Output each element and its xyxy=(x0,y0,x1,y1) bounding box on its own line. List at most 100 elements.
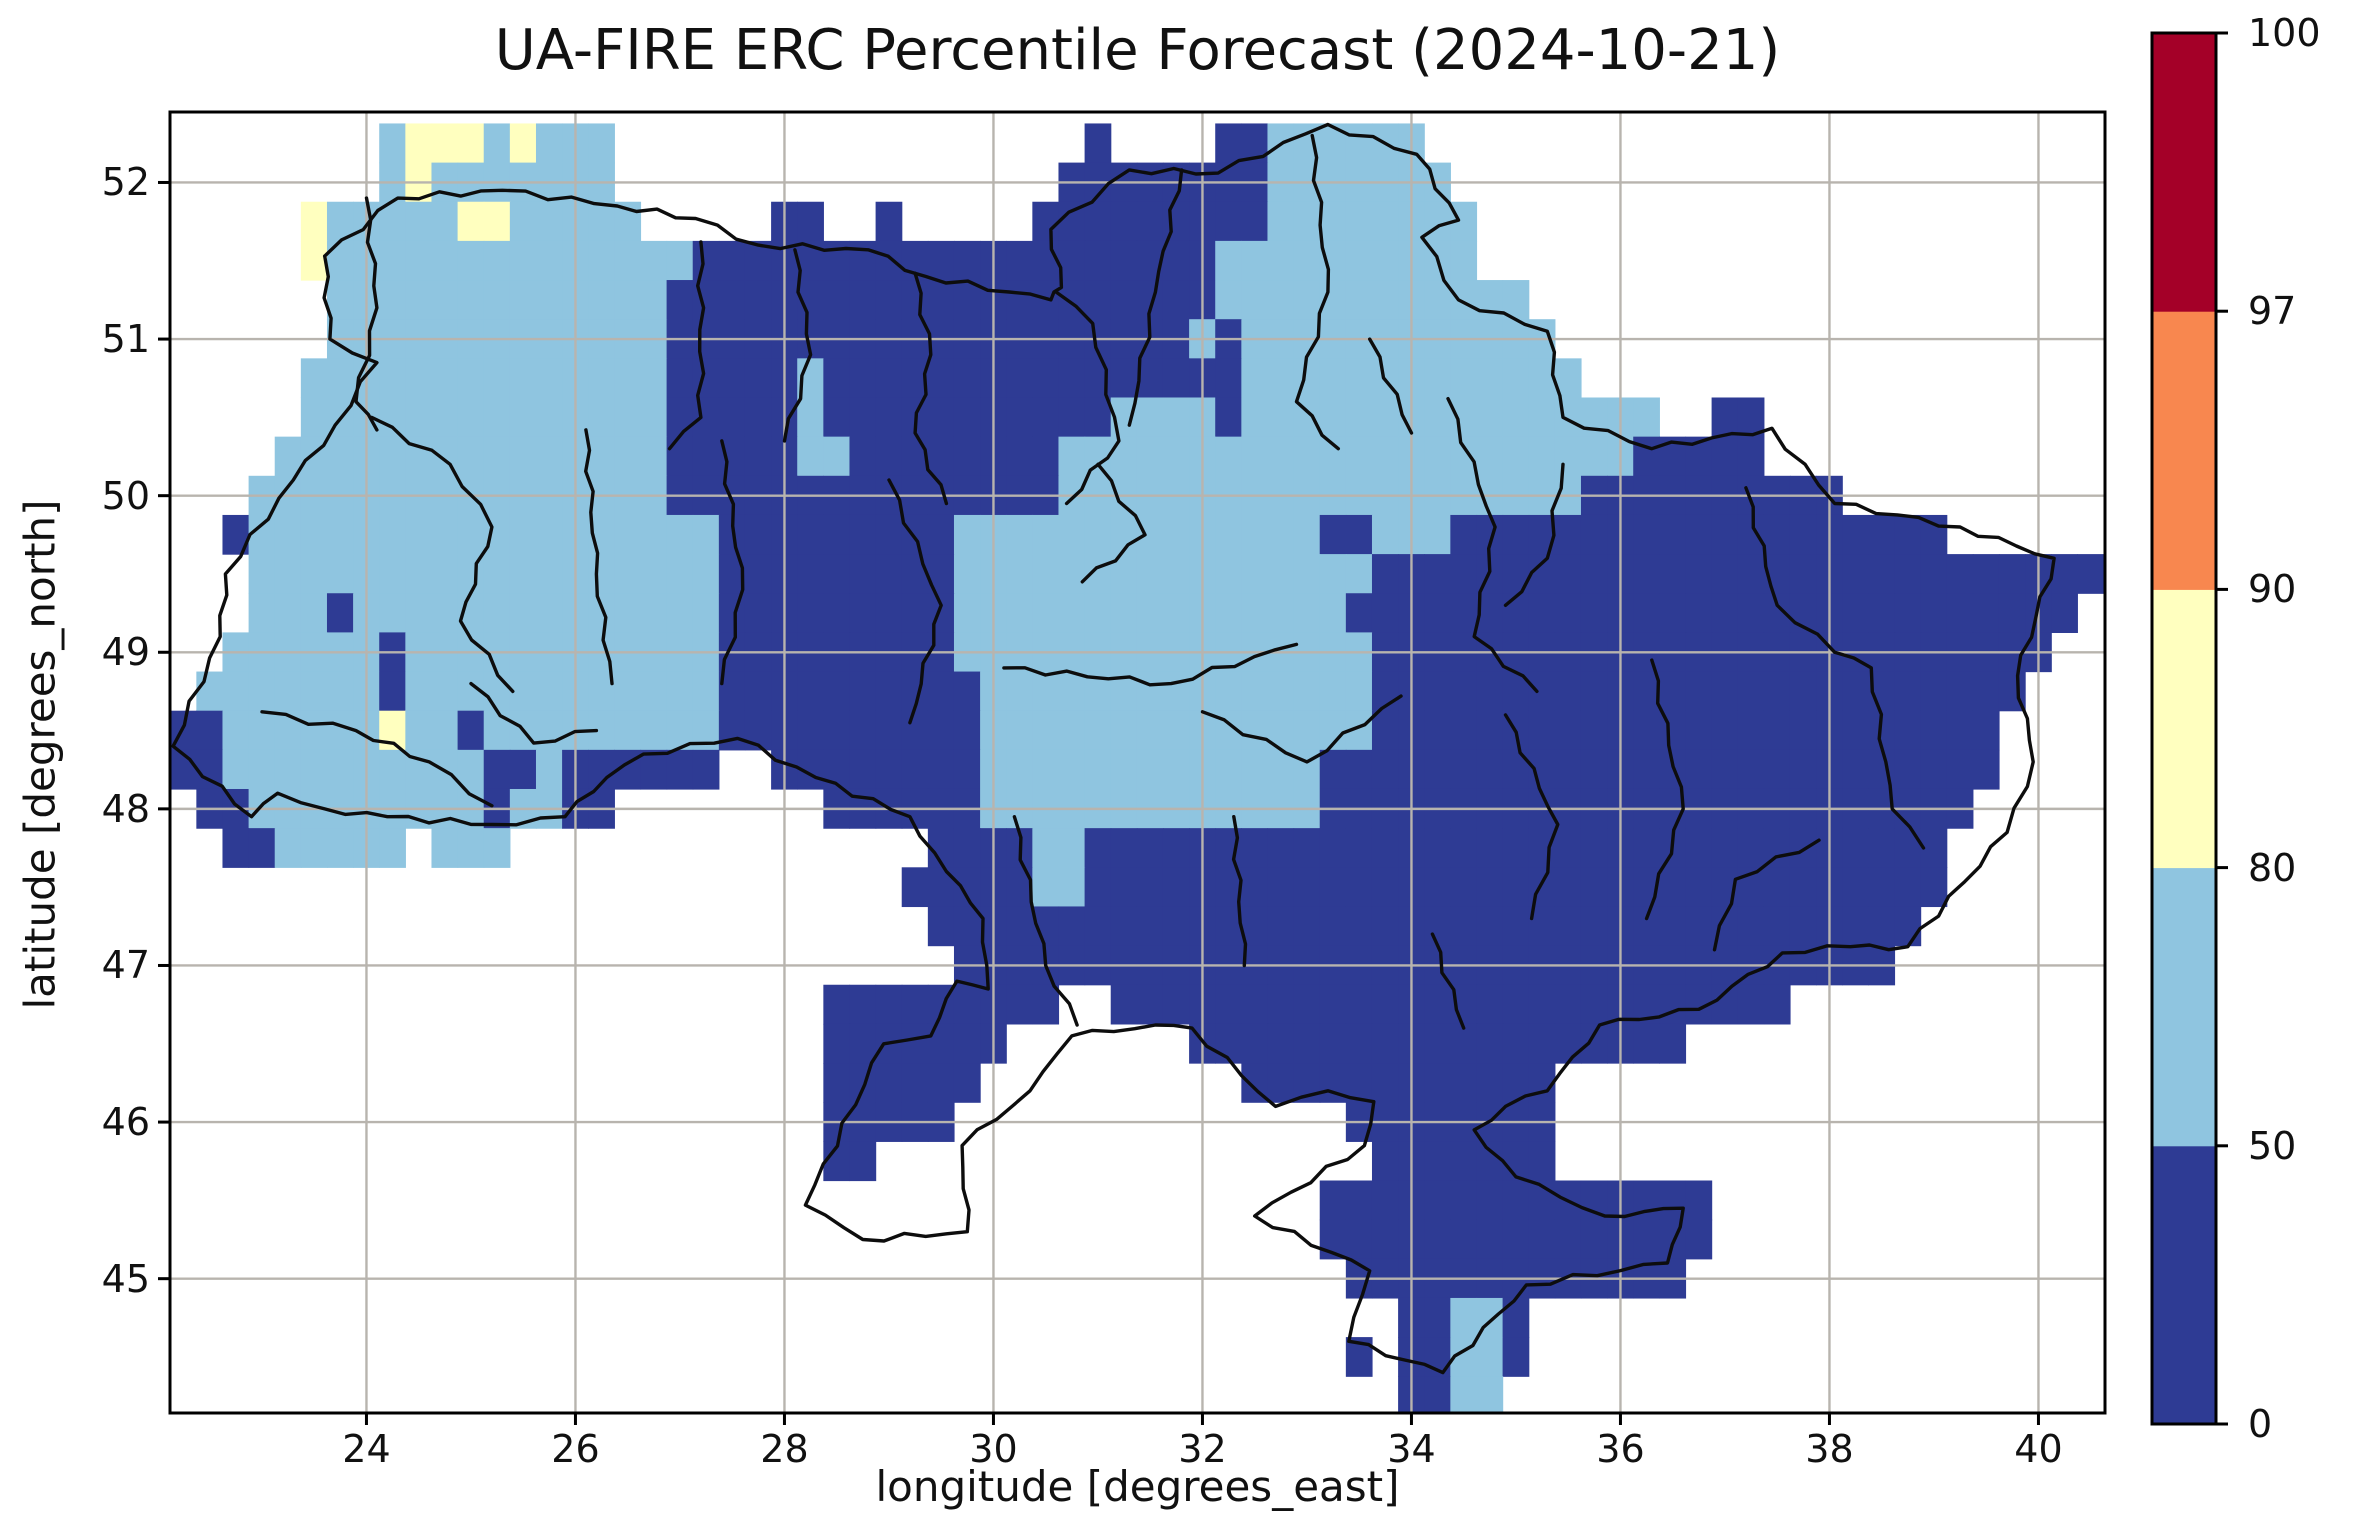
raster-cell xyxy=(953,1063,981,1103)
raster-cell xyxy=(1920,749,1948,790)
raster-cell xyxy=(1685,1180,1713,1221)
raster-cell xyxy=(431,828,459,868)
raster-cell xyxy=(1424,906,1451,947)
raster-cell xyxy=(1842,671,1869,712)
raster-cell xyxy=(1319,867,1347,908)
raster-cell xyxy=(1554,867,1582,908)
raster-cell xyxy=(196,710,224,751)
raster-cell xyxy=(927,240,955,281)
raster-cell xyxy=(405,201,433,242)
raster-cell xyxy=(1502,1023,1530,1064)
raster-cell xyxy=(300,240,328,281)
raster-cell xyxy=(1450,358,1478,399)
oblast-border xyxy=(782,248,813,443)
raster-cell xyxy=(535,280,563,320)
raster-cell xyxy=(300,749,328,790)
raster-cell xyxy=(1580,749,1608,790)
raster-cell xyxy=(1110,984,1138,1025)
raster-cell xyxy=(431,240,459,281)
plot-frame xyxy=(168,110,2107,1415)
raster-cell xyxy=(823,710,851,751)
raster-cell xyxy=(1711,397,1739,438)
raster-cell xyxy=(927,906,955,947)
raster-cell xyxy=(1894,867,1922,908)
raster-cell xyxy=(1136,201,1164,242)
raster-cell xyxy=(797,436,824,477)
raster-cell xyxy=(1450,749,1478,790)
raster-cell xyxy=(953,593,981,633)
raster-cell xyxy=(248,710,276,751)
colorbar-tick-label: 80 xyxy=(2248,845,2297,890)
raster-cell xyxy=(248,514,276,555)
raster-cell xyxy=(823,514,851,555)
raster-cell xyxy=(1162,201,1190,242)
raster-cell xyxy=(1084,514,1112,555)
raster-cell xyxy=(300,593,328,633)
raster-cell xyxy=(1763,906,1791,947)
raster-cell xyxy=(379,358,406,399)
raster-cell xyxy=(1659,593,1687,633)
raster-cell xyxy=(823,397,851,438)
raster-cell xyxy=(1659,984,1687,1025)
raster-cell xyxy=(1371,1063,1399,1103)
raster-cell xyxy=(1580,710,1608,751)
raster-cell xyxy=(927,749,955,790)
raster-cell xyxy=(1554,554,1582,594)
raster-cell xyxy=(1502,1180,1530,1221)
raster-cell xyxy=(2051,593,2078,633)
raster-cell xyxy=(692,358,720,399)
raster-cell xyxy=(1946,671,1974,712)
raster-cell xyxy=(326,436,354,477)
raster-cell xyxy=(640,593,668,633)
raster-cell xyxy=(1215,358,1242,399)
raster-cell xyxy=(1424,397,1451,438)
colorbar-tick-label: 97 xyxy=(2248,289,2297,334)
raster-cell xyxy=(797,593,824,633)
raster-cell xyxy=(1215,280,1242,320)
raster-cell xyxy=(1424,749,1451,790)
raster-cell xyxy=(953,710,981,751)
raster-cell xyxy=(1110,280,1138,320)
raster-cell xyxy=(274,593,302,633)
raster-cell xyxy=(823,358,851,399)
raster-cell xyxy=(274,554,302,594)
raster-cell xyxy=(797,514,824,555)
raster-cell xyxy=(1058,906,1086,947)
raster-cell xyxy=(1450,1376,1478,1413)
raster-cell xyxy=(849,280,877,320)
raster-cell xyxy=(483,358,511,399)
raster-cell xyxy=(326,710,354,751)
raster-cell xyxy=(1424,671,1451,712)
raster-cell xyxy=(1371,1219,1399,1260)
raster-cell xyxy=(1241,867,1269,908)
raster-cell xyxy=(1345,123,1373,164)
raster-cell xyxy=(666,358,694,399)
raster-cell xyxy=(614,710,642,751)
raster-cell xyxy=(1319,749,1347,790)
raster-cell xyxy=(744,397,772,438)
raster-cell xyxy=(1763,984,1791,1025)
raster-cell xyxy=(1789,749,1817,790)
raster-cell xyxy=(1580,867,1608,908)
raster-cell xyxy=(1737,710,1765,751)
raster-cell xyxy=(927,867,955,908)
raster-cell xyxy=(1476,1023,1504,1064)
raster-cell xyxy=(1215,906,1242,947)
raster-cell xyxy=(1424,1023,1451,1064)
raster-cell xyxy=(431,671,459,712)
raster-cell xyxy=(300,828,328,868)
raster-cell xyxy=(666,554,694,594)
raster-cell xyxy=(849,710,877,751)
raster-cell xyxy=(1136,514,1164,555)
raster-cell xyxy=(1502,867,1530,908)
raster-cell xyxy=(248,671,276,712)
raster-cell xyxy=(1737,554,1765,594)
raster-cell xyxy=(1110,358,1138,399)
raster-cell xyxy=(1371,828,1399,868)
raster-cell xyxy=(1319,593,1347,633)
raster-cell xyxy=(457,710,485,751)
raster-cell xyxy=(1006,514,1033,555)
raster-cell xyxy=(614,280,642,320)
raster-cell xyxy=(1345,867,1373,908)
raster-cell xyxy=(1267,358,1295,399)
